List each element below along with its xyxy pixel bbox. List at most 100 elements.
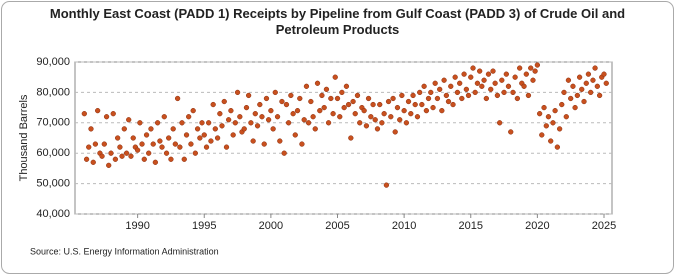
data-point (217, 111, 223, 117)
data-point (354, 92, 361, 99)
data-point (270, 126, 276, 132)
data-point (523, 71, 529, 77)
data-point (581, 98, 587, 105)
data-point (563, 114, 569, 120)
data-point (117, 144, 123, 150)
data-point (317, 107, 323, 114)
x-tick-label: 1990 (125, 220, 149, 232)
data-point (332, 74, 338, 80)
data-point (348, 135, 354, 141)
data-point (330, 111, 336, 117)
data-point (308, 98, 314, 105)
data-point (472, 89, 478, 96)
data-point (119, 153, 125, 159)
data-point (381, 111, 387, 117)
data-point (425, 95, 432, 102)
data-point (86, 144, 92, 150)
data-point (465, 92, 472, 99)
x-tick-label: 2010 (392, 220, 416, 232)
data-point (263, 95, 270, 102)
data-point (114, 135, 121, 141)
data-point (383, 182, 390, 188)
data-point (250, 138, 256, 144)
data-point (397, 117, 403, 123)
y-tick-label: 90,000 (36, 56, 70, 68)
data-point (345, 101, 352, 108)
data-point (374, 126, 381, 132)
data-point (454, 89, 461, 96)
data-point (192, 150, 198, 156)
data-point (445, 98, 452, 105)
data-point (92, 141, 99, 147)
data-point (234, 89, 241, 96)
data-point (237, 114, 243, 120)
data-point (341, 104, 347, 111)
data-point (596, 92, 603, 99)
data-point (572, 104, 578, 111)
data-point (177, 144, 183, 150)
data-point (248, 120, 254, 126)
data-point (285, 120, 292, 126)
data-point (274, 114, 281, 120)
data-point (399, 92, 405, 99)
data-point (363, 123, 370, 129)
data-point (552, 107, 558, 114)
data-point (365, 95, 372, 102)
data-point (452, 74, 458, 80)
data-point (277, 138, 283, 144)
data-point (112, 156, 119, 162)
data-point (328, 95, 334, 102)
data-point (579, 86, 585, 93)
data-point (212, 126, 218, 132)
y-tick-label: 50,000 (36, 178, 70, 190)
data-point (166, 135, 172, 141)
data-point (405, 98, 412, 105)
data-point (554, 144, 561, 150)
data-point (532, 68, 538, 74)
data-point (501, 89, 507, 96)
data-point (545, 114, 552, 120)
data-point (230, 132, 236, 138)
data-point (321, 104, 327, 111)
data-point (170, 126, 176, 132)
data-point (421, 83, 427, 89)
data-point (188, 141, 194, 147)
data-point (568, 95, 574, 102)
data-point (530, 77, 536, 83)
data-point (459, 95, 465, 102)
y-tick-label: 80,000 (36, 86, 70, 98)
data-point (152, 159, 159, 165)
data-point (601, 71, 607, 77)
data-point (534, 62, 541, 68)
data-point (419, 101, 425, 108)
data-point (468, 74, 474, 80)
data-point (297, 95, 303, 102)
data-point (377, 101, 383, 108)
data-point (81, 111, 87, 117)
data-point (337, 114, 343, 120)
data-point (556, 126, 563, 132)
data-point (394, 104, 401, 111)
data-point (372, 117, 378, 123)
data-point (157, 138, 163, 144)
data-point (505, 83, 512, 89)
data-point (461, 71, 467, 77)
data-point (206, 120, 212, 126)
data-point (294, 107, 301, 114)
data-point (290, 111, 296, 117)
data-point (497, 120, 503, 126)
data-point (443, 92, 450, 99)
data-point (219, 123, 225, 129)
data-point (490, 68, 496, 74)
data-point (150, 141, 156, 147)
data-point (434, 95, 441, 102)
data-point (146, 150, 152, 156)
data-point (463, 86, 470, 93)
data-point (88, 126, 94, 132)
source-note: Source: U.S. Energy Information Administ… (30, 246, 219, 256)
data-point (110, 111, 116, 117)
data-point (303, 83, 310, 89)
data-point (312, 126, 318, 132)
data-point (428, 89, 434, 96)
data-point (101, 141, 107, 147)
